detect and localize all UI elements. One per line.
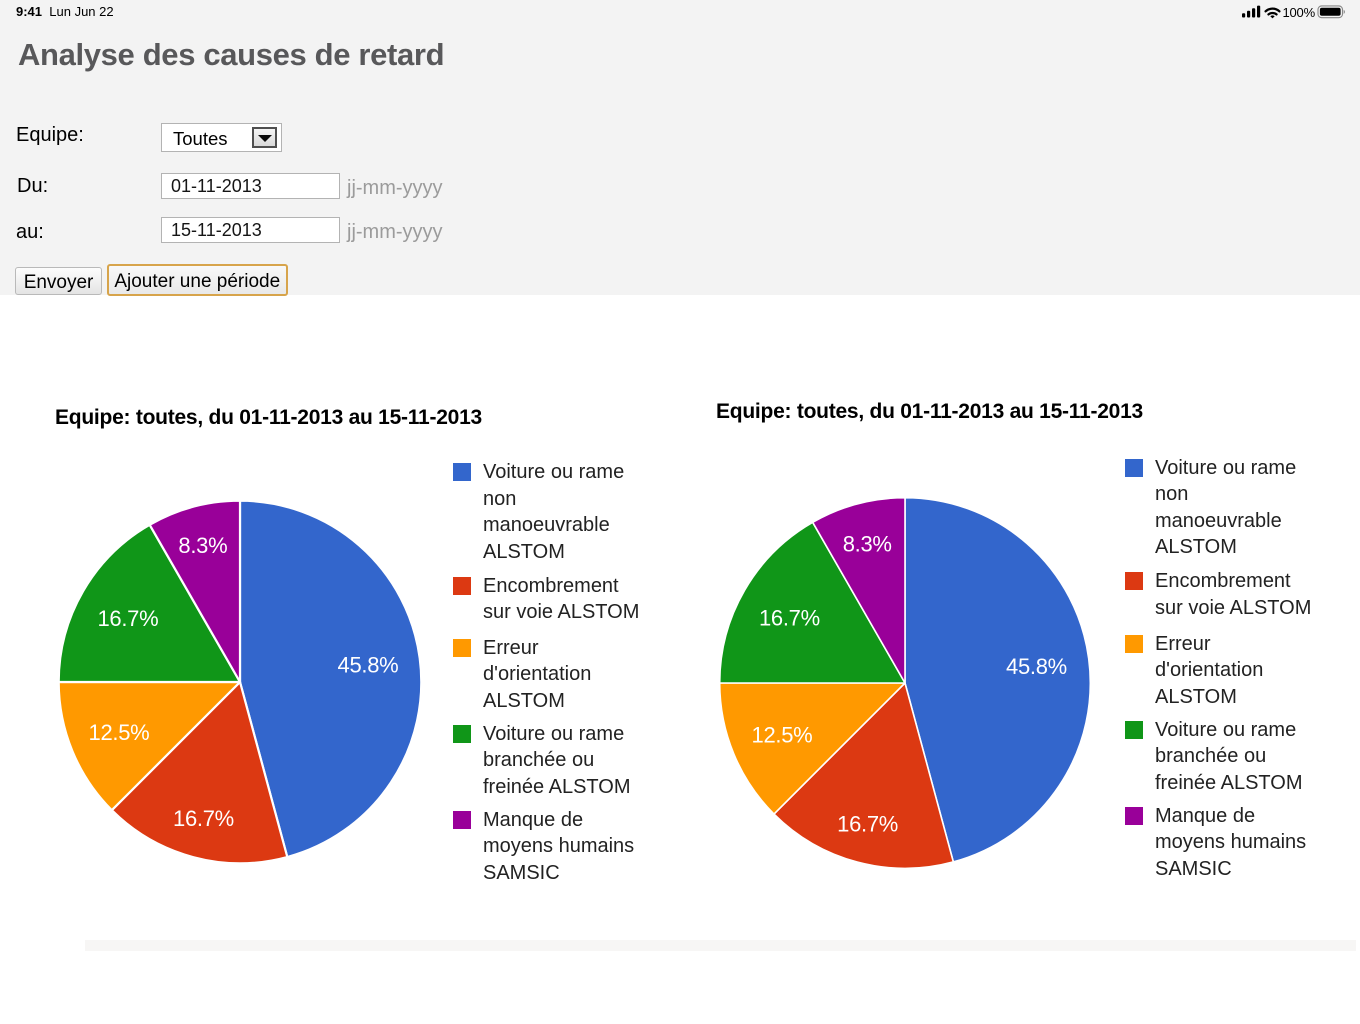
svg-text:12.5%: 12.5% <box>752 722 813 747</box>
svg-text:16.7%: 16.7% <box>837 811 898 836</box>
svg-text:16.7%: 16.7% <box>97 606 158 631</box>
svg-text:12.5%: 12.5% <box>88 720 149 745</box>
svg-text:45.8%: 45.8% <box>1006 654 1067 679</box>
svg-text:8.3%: 8.3% <box>843 531 892 556</box>
svg-text:8.3%: 8.3% <box>178 533 227 558</box>
svg-text:16.7%: 16.7% <box>173 806 234 831</box>
svg-text:16.7%: 16.7% <box>759 605 820 630</box>
svg-text:45.8%: 45.8% <box>337 653 398 678</box>
svg-text:100%: 100% <box>1283 5 1316 20</box>
